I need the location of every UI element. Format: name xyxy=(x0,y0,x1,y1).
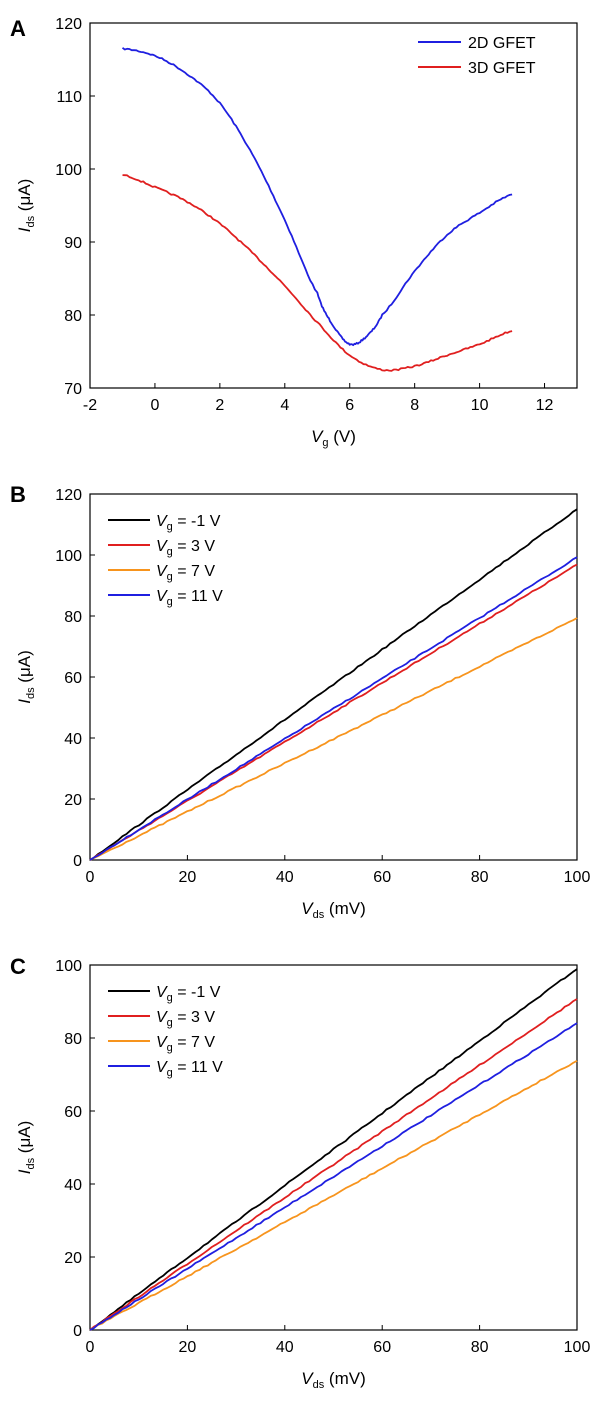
series-line-1 xyxy=(89,563,578,861)
series-line-0 xyxy=(89,508,578,861)
y-tick-label: 70 xyxy=(64,381,82,398)
y-tick-label: 110 xyxy=(56,89,82,106)
x-tick-label: 8 xyxy=(410,397,419,414)
legend-label: 3D GFET xyxy=(468,60,536,77)
y-tick-label: 100 xyxy=(55,958,82,975)
y-tick-label: 120 xyxy=(55,487,82,504)
x-tick-label: 60 xyxy=(373,869,391,886)
x-tick-label: 20 xyxy=(179,1339,197,1356)
y-tick-label: 90 xyxy=(64,235,82,252)
y-tick-label: 100 xyxy=(55,162,82,179)
series-line-0 xyxy=(89,968,578,1331)
y-tick-label: 80 xyxy=(64,308,82,325)
y-tick-label: 0 xyxy=(73,1323,82,1340)
x-tick-label: 40 xyxy=(276,1339,294,1356)
series-line-0 xyxy=(121,47,513,347)
x-axis-label: Vg (V) xyxy=(311,427,356,449)
y-tick-label: 40 xyxy=(64,1177,82,1194)
legend-label: Vg = 3 V xyxy=(156,538,215,558)
x-tick-label: 80 xyxy=(471,1339,489,1356)
chart-panel-a: A -2 0 2 4 6 8 10 12 70 80 90 100 110 120 Vg (V) Ids (μA… xyxy=(10,16,578,449)
y-axis-label: Ids (μA) xyxy=(15,650,37,704)
series-line-1 xyxy=(89,998,578,1331)
x-tick-label: 0 xyxy=(150,397,159,414)
x-tick-label: 60 xyxy=(373,1339,391,1356)
y-tick-label: 60 xyxy=(64,670,82,687)
y-tick-label: 80 xyxy=(64,609,82,626)
x-tick-label: 0 xyxy=(86,869,95,886)
y-tick-label: 80 xyxy=(64,1031,82,1048)
x-tick-label: 2 xyxy=(215,397,224,414)
y-axis-label: Ids (μA) xyxy=(15,179,37,233)
legend-label: Vg = -1 V xyxy=(156,513,221,533)
y-tick-label: 120 xyxy=(55,16,82,33)
x-tick-label: -2 xyxy=(83,397,97,414)
x-tick-label: 4 xyxy=(280,397,289,414)
panel-letter: C xyxy=(10,954,26,979)
legend-label: 2D GFET xyxy=(468,35,536,52)
chart-panel-b: B 0 20 40 60 80 100 0 20 40 60 80 100 120 Vds (mV) Ids … xyxy=(10,482,590,921)
x-tick-label: 20 xyxy=(179,869,197,886)
x-tick-label: 0 xyxy=(86,1339,95,1356)
legend-label: Vg = -1 V xyxy=(156,984,221,1004)
x-tick-label: 10 xyxy=(471,397,489,414)
legend-label: Vg = 3 V xyxy=(156,1009,215,1029)
x-tick-label: 40 xyxy=(276,869,294,886)
y-tick-label: 40 xyxy=(64,731,82,748)
y-tick-label: 0 xyxy=(73,853,82,870)
panel-letter: B xyxy=(10,482,26,507)
y-axis-label: Ids (μA) xyxy=(15,1121,37,1175)
legend-label: Vg = 7 V xyxy=(156,563,215,583)
y-tick-label: 100 xyxy=(55,548,82,565)
x-tick-label: 100 xyxy=(564,869,591,886)
x-tick-label: 6 xyxy=(345,397,354,414)
series-line-3 xyxy=(89,1022,578,1331)
y-tick-label: 20 xyxy=(64,792,82,809)
x-tick-label: 100 xyxy=(564,1339,591,1356)
legend-label: Vg = 11 V xyxy=(156,1059,223,1079)
panel-letter: A xyxy=(10,16,26,41)
series-line-2 xyxy=(89,1060,578,1331)
y-tick-label: 60 xyxy=(64,1104,82,1121)
x-axis-label: Vds (mV) xyxy=(301,899,366,921)
legend-label: Vg = 11 V xyxy=(156,588,223,608)
plot-frame xyxy=(89,964,578,1331)
legend-label: Vg = 7 V xyxy=(156,1034,215,1054)
series-line-2 xyxy=(89,617,578,861)
x-tick-label: 12 xyxy=(536,397,554,414)
x-axis-label: Vds (mV) xyxy=(301,1369,366,1391)
plot-frame xyxy=(89,22,578,389)
series-line-3 xyxy=(89,556,578,861)
x-tick-label: 80 xyxy=(471,869,489,886)
y-tick-label: 20 xyxy=(64,1250,82,1267)
chart-panel-c: C 0 20 40 60 80 100 0 20 40 60 80 100 Vds (mV) Ids (μA… xyxy=(10,954,590,1391)
series-line-1 xyxy=(122,174,513,372)
